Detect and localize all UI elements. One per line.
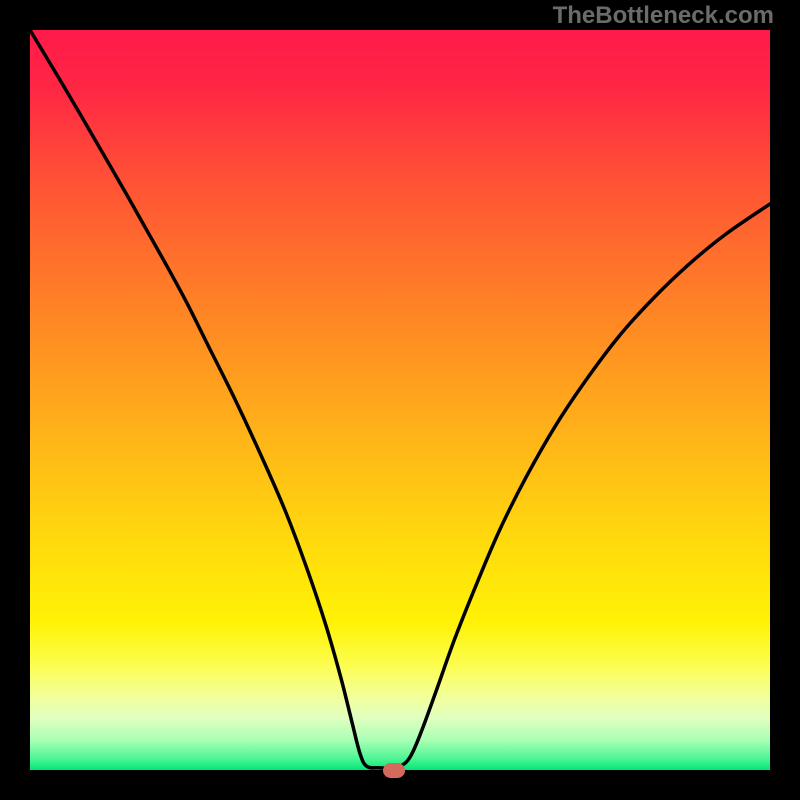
chart-container: TheBottleneck.com xyxy=(0,0,800,800)
optimal-point-marker xyxy=(383,763,405,778)
watermark-text: TheBottleneck.com xyxy=(553,2,774,30)
plot-area xyxy=(30,30,770,770)
